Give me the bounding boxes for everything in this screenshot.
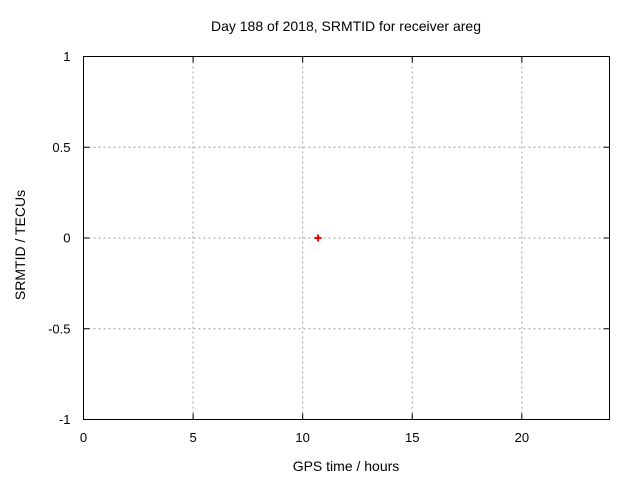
grid-layer — [83, 56, 610, 420]
y-tick-label: 0 — [63, 231, 70, 246]
x-tick-label: 15 — [405, 430, 419, 445]
x-tick-label: 10 — [295, 430, 309, 445]
y-axis-label: SRMTID / TECUs — [12, 190, 28, 300]
y-tick-label: 0.5 — [52, 140, 70, 155]
x-tick-label: 0 — [80, 430, 87, 445]
x-axis-label: GPS time / hours — [293, 458, 400, 474]
chart-title: Day 188 of 2018, SRMTID for receiver are… — [211, 18, 481, 34]
data-point-marker — [314, 234, 322, 242]
y-tick-label: -1 — [59, 412, 71, 427]
y-tick-label: -0.5 — [48, 321, 70, 336]
data-layer — [314, 234, 322, 242]
y-tick-label: 1 — [63, 49, 70, 64]
x-tick-label: 20 — [515, 430, 529, 445]
x-tick-label: 5 — [189, 430, 196, 445]
plot-border — [83, 56, 610, 420]
axis-layer: 0 5 10 15 20 -1 -0.5 0 0.5 1 — [48, 49, 610, 445]
